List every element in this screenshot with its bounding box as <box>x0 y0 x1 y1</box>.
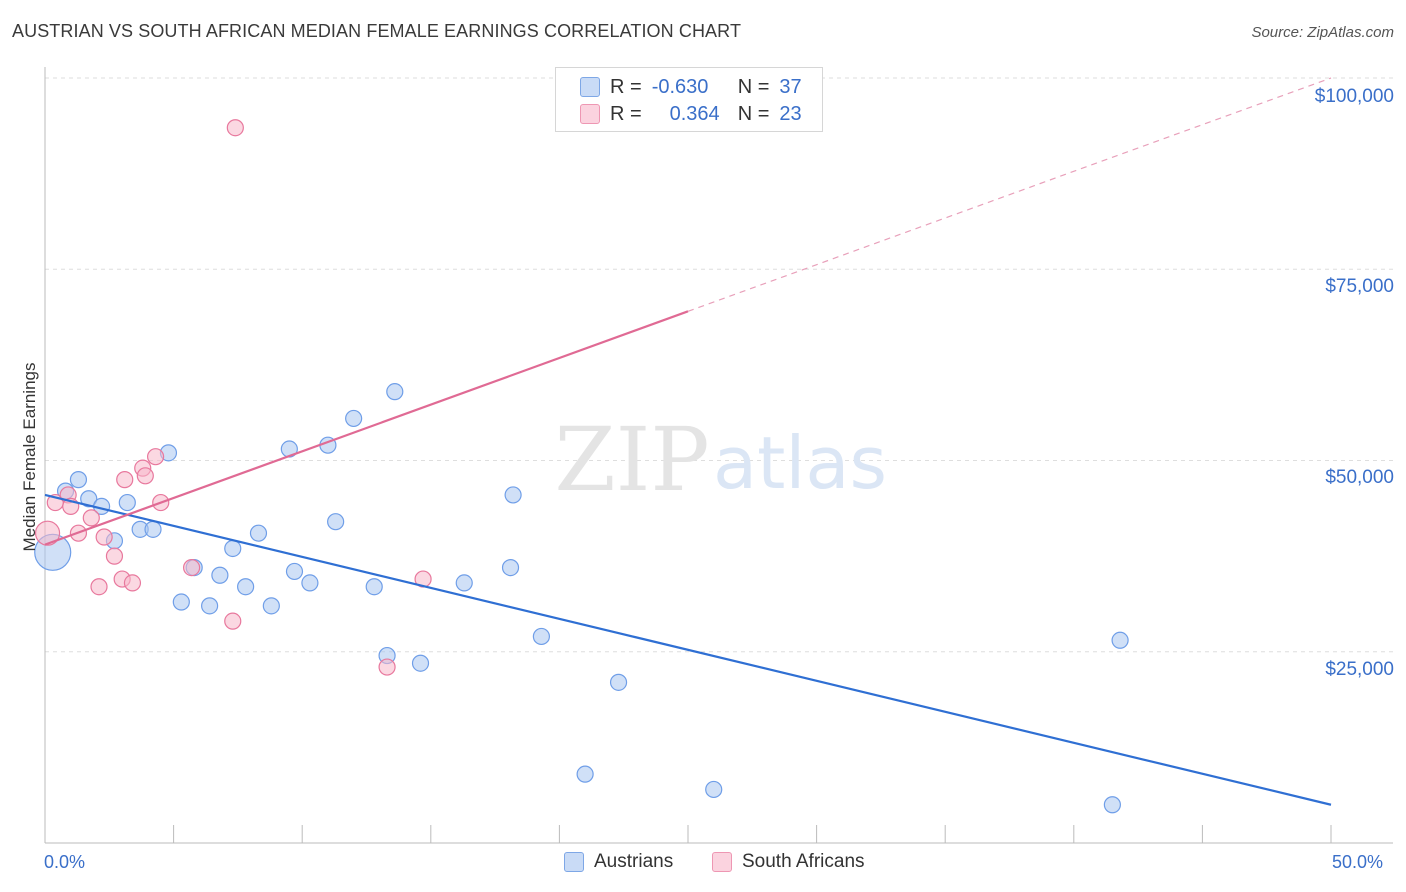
y-tick-100000: $100,000 <box>1314 86 1394 107</box>
data-points <box>34 111 1129 814</box>
watermark-zip: ZIP <box>554 408 709 511</box>
south-africans-point <box>82 509 100 527</box>
austrians-trend-line <box>44 493 1332 806</box>
austrians-point <box>345 409 363 428</box>
austrians-legend-swatch <box>564 852 584 872</box>
south-africans-point <box>224 612 242 630</box>
y-axis-label: Median Female Earnings <box>20 362 39 552</box>
r-label: R = <box>610 102 642 125</box>
trend-lines <box>44 77 1332 806</box>
south-africans-point <box>378 658 396 676</box>
south-africans-legend-label: South Africans <box>742 851 865 872</box>
austrians-point <box>201 597 219 615</box>
austrians-point <box>69 471 88 489</box>
austrians-legend-label: Austrians <box>594 851 674 872</box>
austrians-r-value: -0.630 <box>651 75 709 98</box>
austrians-point <box>504 486 522 504</box>
south-africans-trend-line <box>44 310 689 546</box>
legend-row-austrians: R = -0.630 N = 37 <box>580 74 802 100</box>
south-africans-point <box>95 528 113 546</box>
legend-item-austrians[interactable]: Austrians <box>564 851 673 873</box>
y-tick-50000: $50,000 <box>1325 467 1394 488</box>
austrians-point <box>532 627 550 646</box>
austrians-point <box>301 574 319 592</box>
watermark-atlas: atlas <box>713 421 887 505</box>
austrians-point <box>327 513 345 531</box>
south-africans-point <box>105 547 124 565</box>
chart-title: AUSTRIAN VS SOUTH AFRICAN MEDIAN FEMALE … <box>12 21 742 41</box>
x-tick-min: 0.0% <box>44 852 86 872</box>
austrians-point <box>224 539 242 558</box>
austrians-point <box>576 765 594 783</box>
austrians-point <box>365 578 383 596</box>
austrians-point <box>211 566 229 584</box>
austrians-point <box>118 493 136 512</box>
south-africans-point <box>34 520 61 546</box>
austrians-swatch <box>580 77 600 97</box>
south-africans-n-value: 23 <box>779 102 802 125</box>
y-tick-75000: $75,000 <box>1325 276 1394 297</box>
austrians-point <box>1103 796 1121 814</box>
south-africans-trend-extension <box>687 77 1332 312</box>
south-africans-swatch <box>580 104 600 124</box>
austrians-point <box>411 654 430 672</box>
legend-item-south-africans[interactable]: South Africans <box>712 851 865 873</box>
south-africans-legend-swatch <box>712 852 732 872</box>
axes <box>44 67 1393 844</box>
austrians-point <box>386 383 404 401</box>
south-africans-r-value: 0.364 <box>669 102 720 125</box>
r-label: R = <box>610 75 642 98</box>
austrians-point <box>262 597 280 615</box>
austrians-point <box>609 673 628 691</box>
austrians-point <box>501 558 520 577</box>
legend-row-south-africans: R = 0.364 N = 23 <box>580 101 802 127</box>
x-tick-max: 50.0% <box>1332 852 1384 872</box>
austrians-point <box>80 490 98 508</box>
austrians-point <box>237 578 255 596</box>
austrians-point <box>285 562 304 581</box>
n-label: N = <box>737 102 770 125</box>
austrians-point <box>172 593 190 611</box>
austrians-point <box>705 780 723 799</box>
chart-source: Source: ZipAtlas.com <box>1251 24 1394 41</box>
austrians-point <box>144 520 162 538</box>
south-africans-point <box>146 448 165 466</box>
south-africans-point <box>123 574 142 592</box>
south-africans-point <box>183 558 201 577</box>
austrians-point <box>1111 631 1129 649</box>
south-africans-point <box>136 467 154 485</box>
austrians-point <box>249 524 268 542</box>
south-africans-point <box>226 119 244 137</box>
austrians-n-value: 37 <box>779 75 802 98</box>
stats-legend: R = -0.630 N = 37 R = 0.364 N = 23 <box>555 67 823 132</box>
south-africans-point <box>116 471 134 489</box>
south-africans-point <box>90 578 108 596</box>
austrians-point <box>455 574 473 592</box>
y-tick-25000: $25,000 <box>1325 659 1394 680</box>
gridlines <box>45 77 1393 653</box>
n-label: N = <box>737 75 770 98</box>
